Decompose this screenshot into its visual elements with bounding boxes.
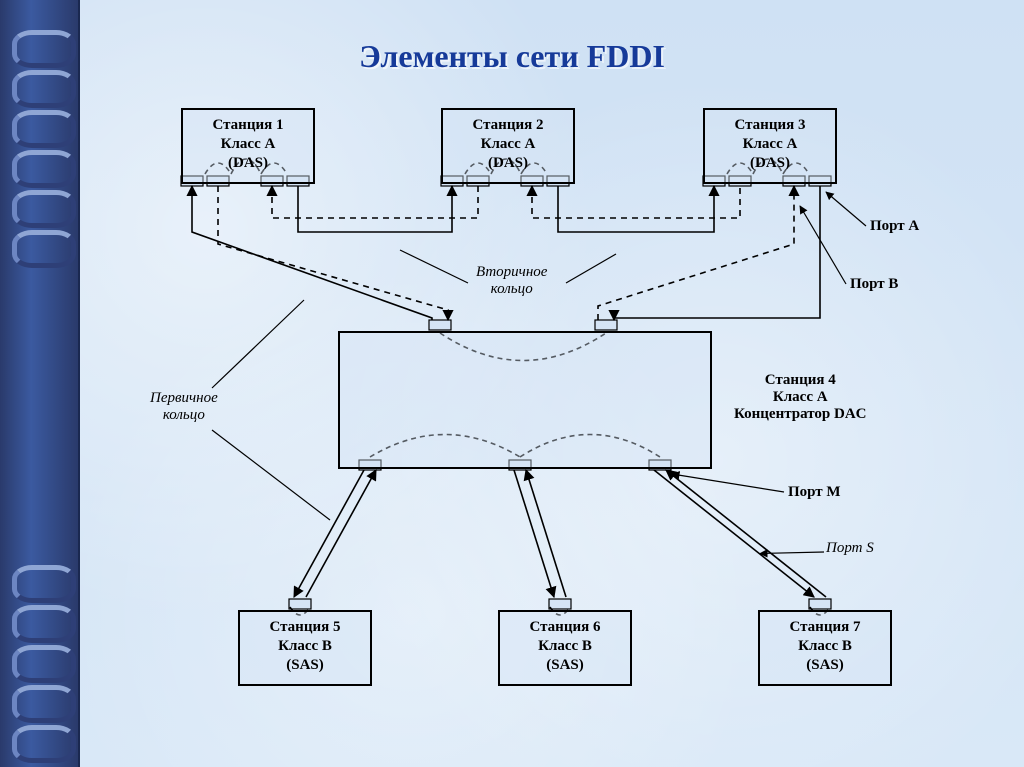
station-line: Станция 1 [183, 116, 313, 135]
label-port-a: Порт А [870, 218, 919, 235]
station-st7: Станция 7Класс В(SAS) [758, 610, 892, 686]
station-line: Класс А [183, 135, 313, 154]
station-line: (DAS) [443, 154, 573, 173]
station-line: (SAS) [500, 656, 630, 675]
station-st6: Станция 6Класс В(SAS) [498, 610, 632, 686]
label-primary-ring: Первичноекольцо [150, 390, 218, 424]
station-line: (SAS) [240, 656, 370, 675]
station-line: Класс В [760, 637, 890, 656]
station-line: Станция 7 [760, 618, 890, 637]
slide-root: { "title": "Элементы сети FDDI", "colors… [0, 0, 1024, 767]
station-st1: Станция 1Класс А(DAS) [181, 108, 315, 184]
label-secondary-ring: Вторичноекольцо [476, 264, 547, 298]
station-line: (DAS) [183, 154, 313, 173]
station-st4 [338, 331, 712, 469]
station-line: Станция 2 [443, 116, 573, 135]
station-line: (DAS) [705, 154, 835, 173]
label-port-m: Порт М [788, 484, 841, 501]
station-st3: Станция 3Класс А(DAS) [703, 108, 837, 184]
station-line: Класс В [240, 637, 370, 656]
station-st5: Станция 5Класс В(SAS) [238, 610, 372, 686]
station-line: Класс А [705, 135, 835, 154]
station-line: Станция 6 [500, 618, 630, 637]
label-port-b: Порт В [850, 276, 898, 293]
label-port-s: Порт S [826, 540, 874, 557]
station-st2: Станция 2Класс А(DAS) [441, 108, 575, 184]
concentrator-label: Станция 4Класс АКонцентратор DAC [734, 372, 866, 423]
station-line: Класс В [500, 637, 630, 656]
station-line: Станция 5 [240, 618, 370, 637]
station-line: Класс А [443, 135, 573, 154]
station-line: (SAS) [760, 656, 890, 675]
station-line: Станция 3 [705, 116, 835, 135]
